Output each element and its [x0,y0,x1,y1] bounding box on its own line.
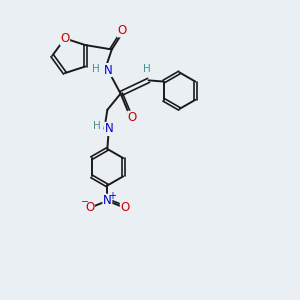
Text: H: H [92,64,100,74]
Text: −: − [81,197,89,207]
Text: O: O [120,201,130,214]
Text: O: O [128,111,137,124]
Text: O: O [60,32,70,45]
Text: +: + [108,191,116,201]
Text: N: N [103,194,112,207]
Text: N: N [104,122,113,136]
Text: H: H [93,121,101,131]
Text: O: O [85,201,94,214]
Text: N: N [103,64,112,76]
Text: O: O [117,24,127,37]
Text: H: H [143,64,151,74]
